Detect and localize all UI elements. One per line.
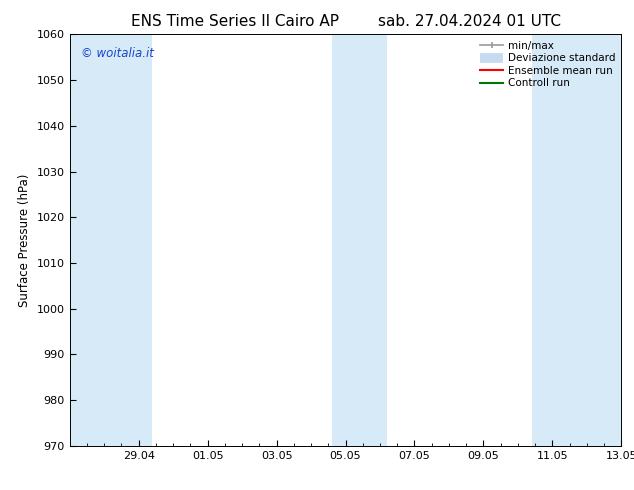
- Legend: min/max, Deviazione standard, Ensemble mean run, Controll run: min/max, Deviazione standard, Ensemble m…: [477, 37, 618, 92]
- Y-axis label: Surface Pressure (hPa): Surface Pressure (hPa): [18, 173, 31, 307]
- Text: © woitalia.it: © woitalia.it: [81, 47, 153, 60]
- Title: ENS Time Series Il Cairo AP        sab. 27.04.2024 01 UTC: ENS Time Series Il Cairo AP sab. 27.04.2…: [131, 14, 560, 29]
- Bar: [532, 34, 621, 446]
- Bar: [70, 34, 152, 446]
- Bar: [332, 34, 387, 446]
